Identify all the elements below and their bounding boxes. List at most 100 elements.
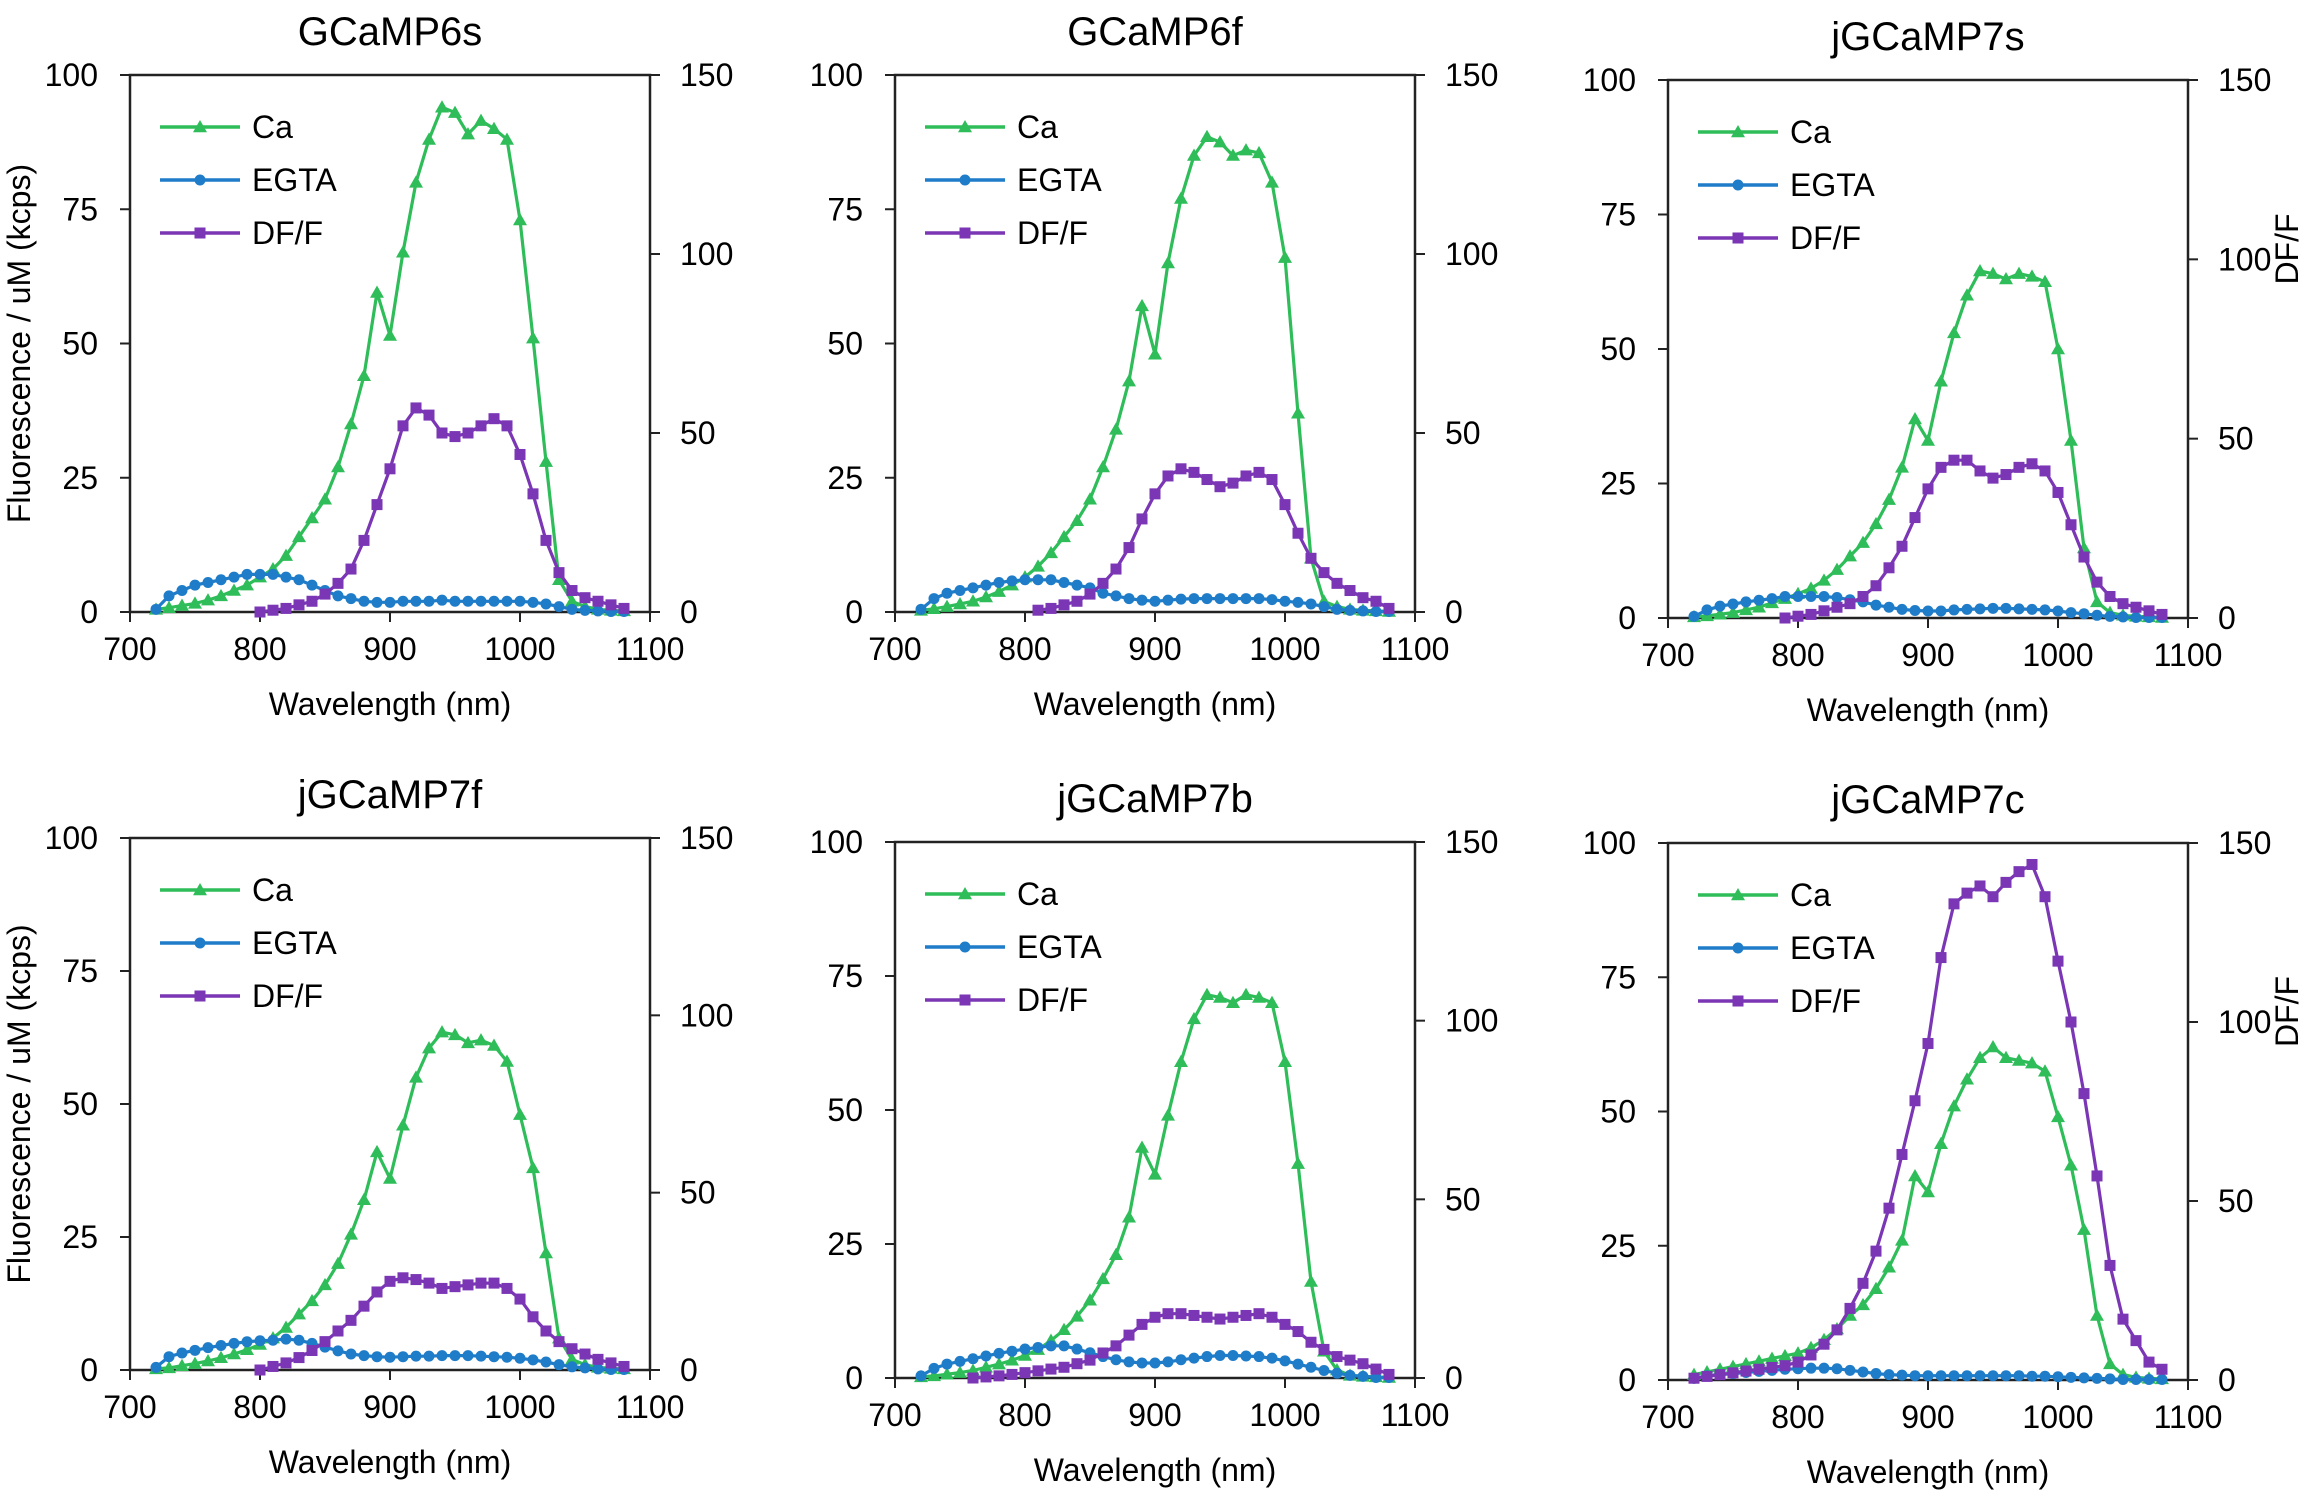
legend-label: Ca xyxy=(1790,877,1831,913)
data-point-egta xyxy=(1318,601,1330,613)
data-point-dff xyxy=(1935,952,1947,964)
y-axis-label: Fluorescence / uM (kcps) xyxy=(1,924,37,1283)
legend-item-egta: EGTA xyxy=(160,162,337,198)
data-point-ca xyxy=(305,511,319,524)
data-point-dff xyxy=(1961,887,1973,899)
data-point-dff xyxy=(1136,1318,1148,1330)
data-point-ca xyxy=(1999,1050,2013,1064)
data-point-egta xyxy=(280,571,292,583)
data-point-egta xyxy=(397,595,409,607)
data-point-dff xyxy=(1266,1311,1278,1323)
y-tick-label: 25 xyxy=(1600,466,1636,502)
data-point-dff xyxy=(1974,880,1986,892)
legend-marker xyxy=(958,120,972,133)
data-point-dff xyxy=(1240,470,1252,482)
data-point-ca xyxy=(1122,374,1136,387)
data-point-egta xyxy=(501,595,513,607)
legend-label: EGTA xyxy=(252,925,337,961)
data-point-dff xyxy=(371,499,383,511)
y-tick-label: 25 xyxy=(1600,1228,1636,1264)
data-point-egta xyxy=(332,1345,344,1357)
data-point-dff xyxy=(2052,955,2064,967)
y-tick-label: 50 xyxy=(62,326,98,362)
data-point-egta xyxy=(150,603,162,615)
data-point-egta xyxy=(1227,1349,1239,1361)
data-point-dff xyxy=(1870,580,1882,592)
data-point-egta xyxy=(2026,603,2038,615)
data-point-egta xyxy=(1701,604,1713,616)
data-point-ca xyxy=(1869,1281,1883,1294)
legend-label: Ca xyxy=(1017,876,1058,912)
data-point-egta xyxy=(2130,611,2142,623)
data-point-egta xyxy=(566,603,578,615)
data-point-dff xyxy=(1253,466,1265,478)
data-point-ca xyxy=(1291,1156,1305,1169)
data-point-egta xyxy=(1162,1356,1174,1368)
y2-tick-label: 150 xyxy=(1445,57,1498,93)
data-point-ca xyxy=(344,1227,358,1240)
data-point-egta xyxy=(1058,1340,1070,1352)
data-point-dff xyxy=(2078,551,2090,563)
x-tick-label: 1100 xyxy=(2154,1399,2223,1435)
data-point-ca xyxy=(227,583,241,596)
y2-tick-label: 50 xyxy=(1445,1181,1481,1217)
y2-tick-label: 50 xyxy=(680,1175,716,1211)
y-tick-label: 0 xyxy=(845,1360,863,1396)
data-point-ca xyxy=(927,1368,941,1382)
legend-label: DF/F xyxy=(1017,215,1088,251)
y-tick-label: 75 xyxy=(1600,197,1636,233)
x-axis-label: Wavelength (nm) xyxy=(1807,692,2049,728)
data-point-ca xyxy=(953,1365,967,1378)
data-point-egta xyxy=(579,1362,591,1374)
data-point-dff xyxy=(436,1282,448,1294)
y2-tick-label: 100 xyxy=(1445,1003,1498,1039)
x-axis-label: Wavelength (nm) xyxy=(269,1444,511,1480)
data-point-dff xyxy=(1831,601,1843,613)
y-tick-label: 100 xyxy=(1583,62,1636,98)
data-point-dff xyxy=(1344,1354,1356,1366)
data-point-ca xyxy=(357,1192,371,1206)
data-point-dff xyxy=(1188,466,1200,478)
data-point-ca xyxy=(461,1035,475,1049)
data-point-dff xyxy=(1006,1368,1018,1380)
data-point-egta xyxy=(1058,576,1070,588)
data-point-dff xyxy=(488,1277,500,1289)
data-point-dff xyxy=(280,602,292,614)
data-point-egta xyxy=(1987,1370,1999,1382)
data-point-dff xyxy=(1201,1311,1213,1323)
x-tick-label: 1100 xyxy=(616,1389,685,1425)
data-point-dff xyxy=(1792,610,1804,622)
y-tick-label: 50 xyxy=(1600,1094,1636,1130)
data-point-ca xyxy=(1856,1297,1870,1311)
legend-label: DF/F xyxy=(252,978,323,1014)
data-point-egta xyxy=(1045,1340,1057,1352)
y-tick-label: 100 xyxy=(810,57,863,93)
data-point-egta xyxy=(1331,603,1343,615)
data-point-ca xyxy=(2090,1308,2104,1321)
data-point-dff xyxy=(293,599,305,611)
data-point-dff xyxy=(1253,1308,1265,1320)
data-point-ca xyxy=(1843,549,1857,562)
data-point-egta xyxy=(384,1351,396,1363)
y-tick-label: 25 xyxy=(827,460,863,496)
data-point-ca xyxy=(2025,1056,2039,1069)
data-point-dff xyxy=(993,1370,1005,1382)
legend-marker xyxy=(1731,125,1745,138)
data-point-dff xyxy=(1019,1367,1031,1379)
data-point-egta xyxy=(1006,575,1018,587)
data-point-dff xyxy=(475,1277,487,1289)
data-point-ca xyxy=(1843,1308,1857,1321)
data-point-ca xyxy=(1200,987,1214,1001)
x-tick-label: 800 xyxy=(233,1389,286,1425)
data-point-ca xyxy=(1031,559,1045,572)
data-point-egta xyxy=(915,603,927,615)
data-point-dff xyxy=(1058,599,1070,611)
data-point-ca xyxy=(448,1027,462,1041)
data-point-dff xyxy=(1935,461,1947,473)
data-point-dff xyxy=(267,1360,279,1372)
data-point-ca xyxy=(526,331,540,344)
data-point-egta xyxy=(436,594,448,606)
data-point-dff xyxy=(1331,577,1343,589)
chart-title: jGCaMP7c xyxy=(1830,778,2024,822)
y2-tick-label: 100 xyxy=(680,236,733,272)
